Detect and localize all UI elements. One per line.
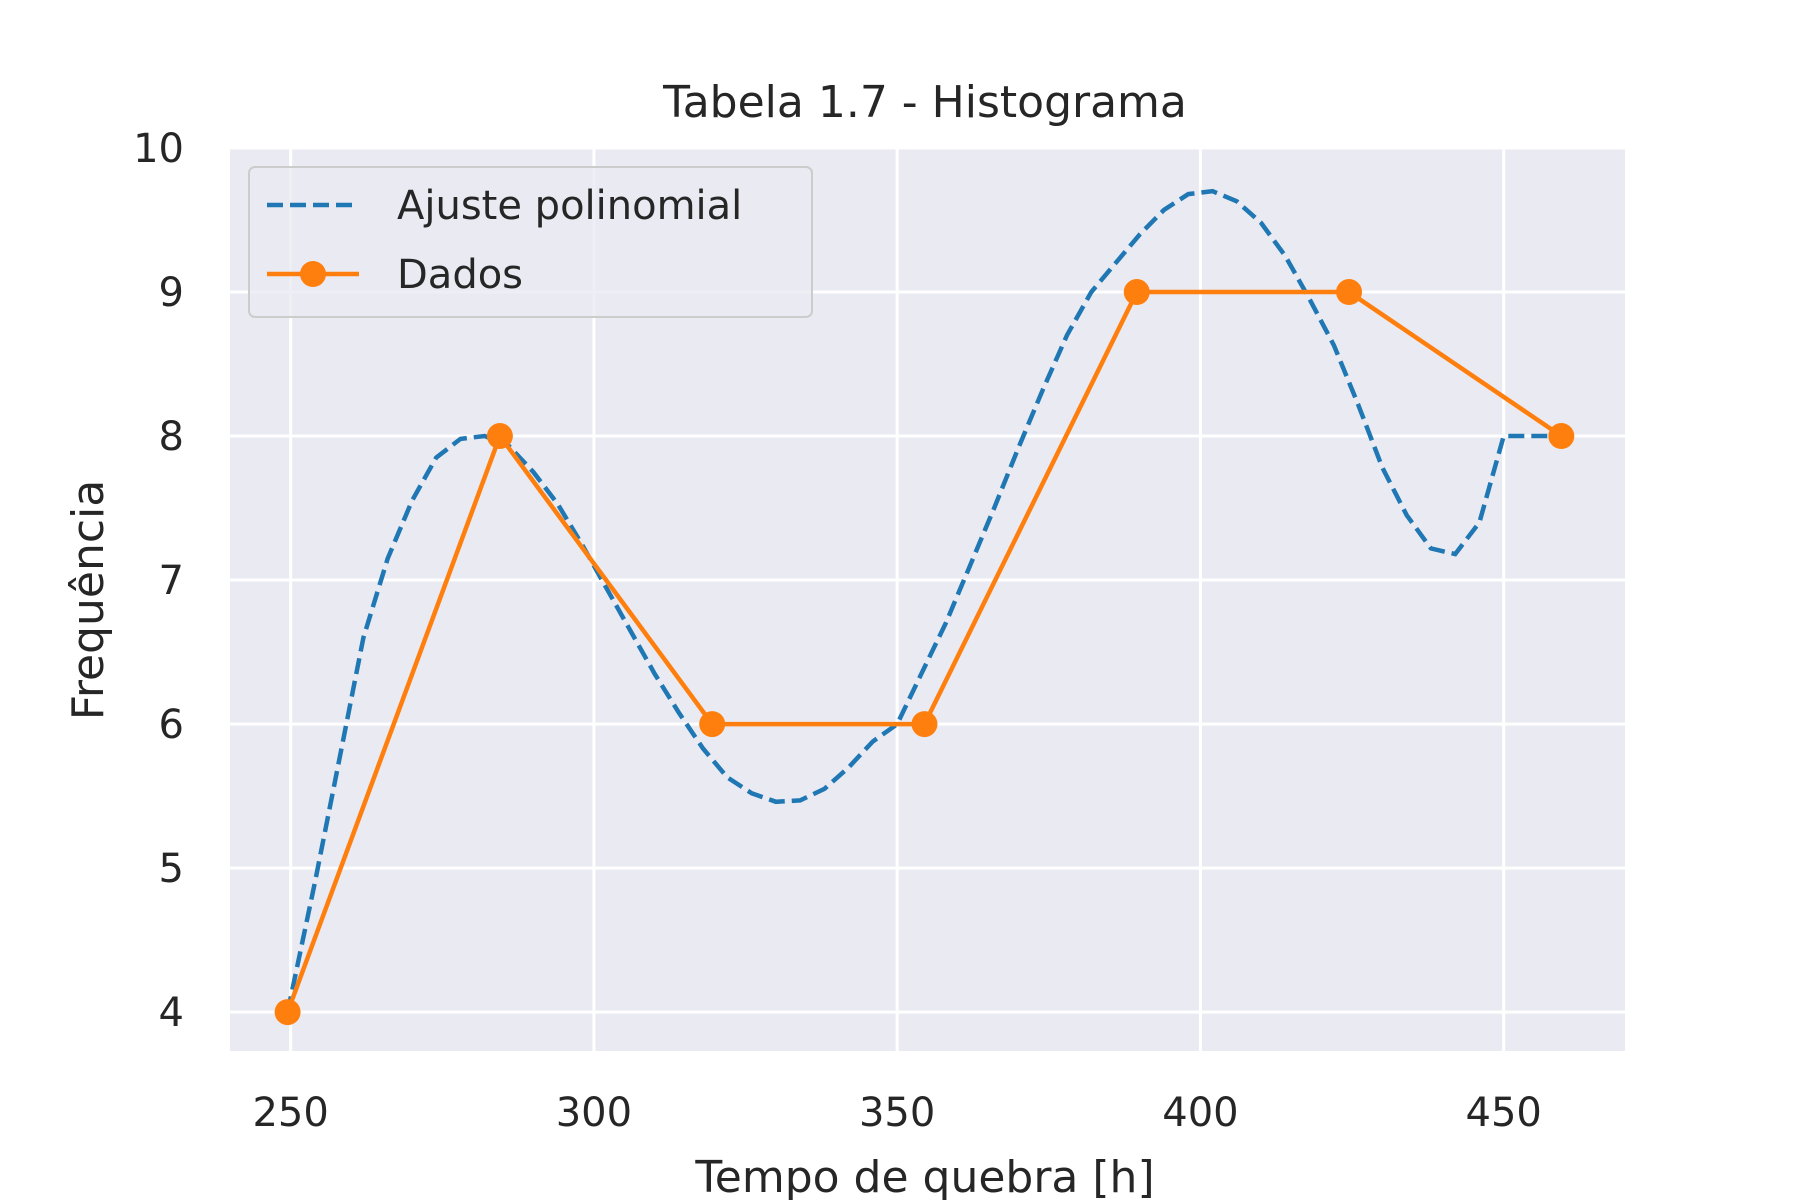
legend-marker-data <box>300 261 326 287</box>
legend-label-fit: Ajuste polinomial <box>397 183 742 229</box>
data-point-dados <box>1123 279 1150 306</box>
x-axis-title: Tempo de quebra [h] <box>694 1152 1154 1200</box>
tick-labels: 250 300 350 400 450 4 5 6 7 8 9 10 <box>133 126 1542 1136</box>
y-tick-label: 5 <box>159 846 184 892</box>
data-point-dados <box>1336 279 1363 306</box>
chart-title: Tabela 1.7 - Histograma <box>662 77 1187 128</box>
y-tick-label: 4 <box>159 990 184 1036</box>
x-tick-label: 450 <box>1466 1090 1542 1136</box>
grid <box>230 146 1625 1051</box>
x-tick-label: 400 <box>1162 1090 1238 1136</box>
y-axis-title: Frequência <box>63 480 114 720</box>
x-tick-label: 300 <box>556 1090 632 1136</box>
data-point-dados <box>911 711 938 738</box>
y-tick-label: 7 <box>159 558 184 604</box>
y-tick-label: 10 <box>133 126 184 172</box>
legend-label-data: Dados <box>397 252 523 298</box>
legend-box <box>248 166 813 318</box>
data-point-dados <box>699 711 726 738</box>
series-layer <box>274 188 1575 1026</box>
data-point-dados <box>1548 423 1575 450</box>
x-tick-label: 350 <box>859 1090 935 1136</box>
data-point-dados <box>486 423 513 450</box>
y-tick-label: 8 <box>159 414 184 460</box>
y-tick-label: 9 <box>159 270 184 316</box>
y-tick-label: 6 <box>159 702 184 748</box>
data-point-dados <box>274 999 301 1026</box>
legend: Ajuste polinomial Dados <box>248 166 813 318</box>
x-tick-label: 250 <box>252 1090 328 1136</box>
